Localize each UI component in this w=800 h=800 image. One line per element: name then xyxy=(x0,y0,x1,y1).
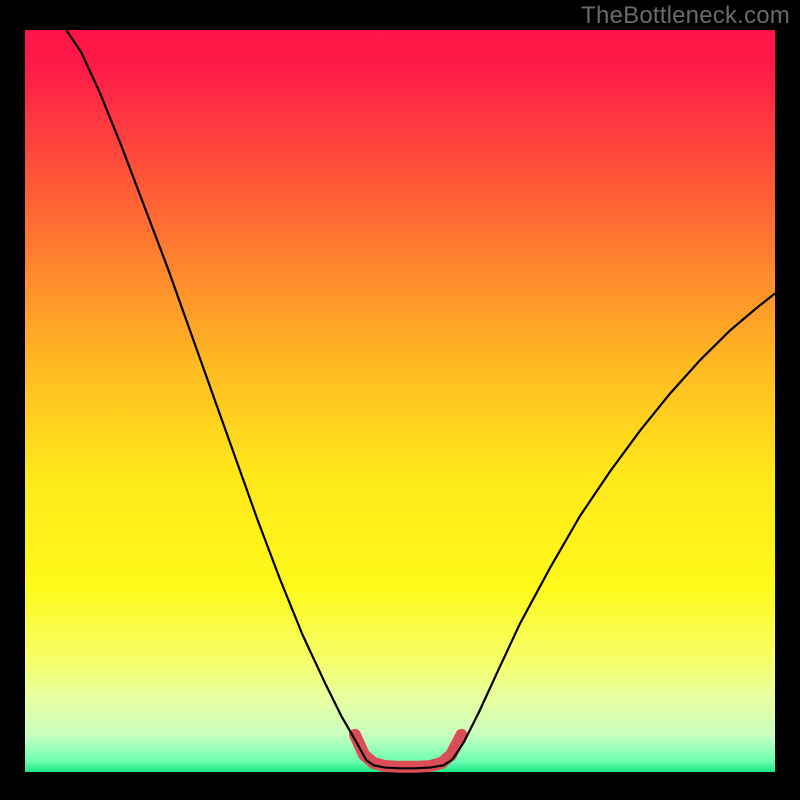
gradient-plot-background xyxy=(25,30,775,772)
chart-frame: TheBottleneck.com xyxy=(0,0,800,800)
watermark-text: TheBottleneck.com xyxy=(581,2,790,30)
